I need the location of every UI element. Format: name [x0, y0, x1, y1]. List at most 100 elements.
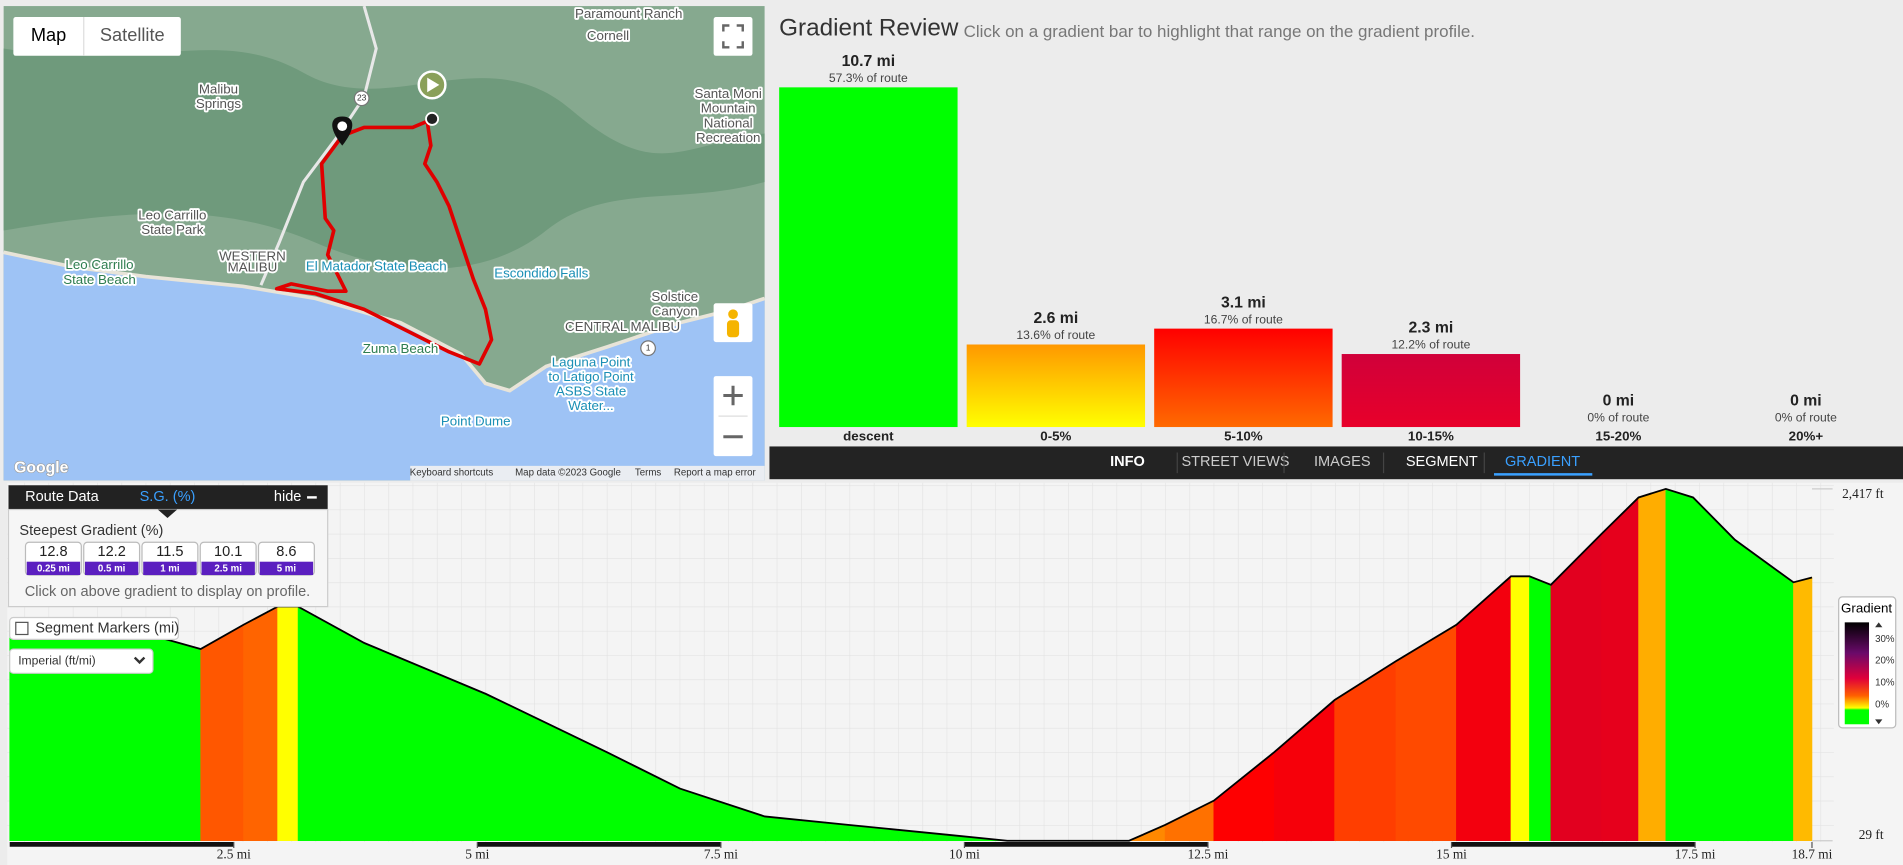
bar-share-label: 12.2% of route: [1391, 338, 1470, 352]
map-label: Water...: [568, 398, 613, 413]
gradient-value: 10.1: [214, 544, 242, 560]
play-icon: [427, 77, 440, 93]
map-footer-link[interactable]: Keyboard shortcuts: [410, 468, 494, 479]
bar-value-label: 3.1 mi: [1221, 294, 1266, 311]
map-label: National: [704, 115, 753, 130]
tab[interactable]: IMAGES: [1314, 454, 1371, 470]
legend-labels: 30% 20% 10% 0%: [1875, 634, 1895, 711]
bar-share-label: 0% of route: [1775, 411, 1837, 425]
checkbox-label: Segment Markers (mi): [35, 620, 179, 636]
panel-heading: Steepest Gradient (%): [19, 523, 163, 539]
tab[interactable]: GRADIENT: [1505, 454, 1580, 470]
map-label: Escondido Falls: [494, 266, 588, 281]
bar-category: descent: [843, 428, 894, 443]
checkbox-wrap: [9, 616, 180, 640]
map-label: CENTRAL MALIBU: [565, 319, 680, 334]
map-label: Santa Moni: [694, 86, 761, 101]
map-footer-link[interactable]: Map data ©2023 Google: [515, 468, 621, 479]
profile-segment[interactable]: [1550, 533, 1602, 842]
legend-label: 0%: [1875, 699, 1889, 710]
route-shield: [640, 340, 656, 357]
map-label: El Matador State Beach: [306, 258, 447, 273]
profile-segment[interactable]: [243, 606, 278, 842]
start-pin-dot: [337, 121, 348, 132]
gradient-bar[interactable]: [1154, 328, 1333, 428]
bar-value-label: 2.3 mi: [1409, 320, 1454, 337]
profile-segment[interactable]: [277, 606, 299, 842]
bar-share-label: 0% of route: [1587, 411, 1649, 425]
profile-segment[interactable]: [1665, 488, 1694, 842]
legend-label: 20%: [1875, 656, 1895, 667]
x-tick-label: 12.5 mi: [1188, 846, 1229, 861]
gradient-distance: 1 mi: [160, 564, 179, 575]
map-label: Mountain: [701, 101, 756, 116]
profile-segment[interactable]: [297, 606, 365, 842]
y-tick-label: 2,417 ft: [1842, 486, 1884, 501]
map-ocean: [3, 252, 765, 481]
tab[interactable]: STREET VIEWS: [1181, 454, 1289, 470]
panel-header: [8, 485, 328, 510]
pegman-body: [726, 320, 740, 338]
tab[interactable]: SEGMENT: [1406, 454, 1478, 470]
route-shield-label: 1: [646, 342, 651, 352]
map-label: Cornell: [587, 28, 629, 43]
gradient-distance: 0.5 mi: [98, 564, 125, 575]
elevation-profile: 2.5 mi 5 mi 7.5 mi 10 mi 12.5 mi 15 mi 17.5 mi…: [9, 486, 1884, 861]
profile-segment[interactable]: [200, 624, 244, 842]
profile-segment[interactable]: [157, 636, 201, 842]
profile-segment[interactable]: [1510, 575, 1530, 842]
units-select[interactable]: [9, 648, 154, 674]
profile-segment[interactable]: [1601, 496, 1639, 842]
map-label: Malibu: [199, 81, 238, 96]
profile-segment[interactable]: [1692, 496, 1736, 842]
gradient-box-strip: [259, 561, 314, 576]
map-label: Point Dume: [441, 414, 511, 429]
bar-share-label: 57.3% of route: [829, 71, 908, 85]
map-footer-link[interactable]: Report a map error: [674, 468, 757, 479]
legend-title: Gradient: [1841, 601, 1892, 616]
map-button[interactable]: Map: [31, 25, 66, 45]
gradient-value: 12.2: [97, 544, 125, 560]
bar-share-label: 13.6% of route: [1016, 328, 1095, 342]
route-data-tab[interactable]: Route Data: [25, 489, 100, 505]
hide-button[interactable]: hide: [274, 489, 302, 505]
map-label: MALIBU: [228, 260, 278, 275]
satellite-button[interactable]: Satellite: [100, 25, 165, 45]
gradient-bar[interactable]: [1341, 354, 1521, 428]
pegman-head: [728, 309, 738, 320]
map-label: Leo Carrillo: [138, 207, 206, 222]
gradient-bar[interactable]: [779, 87, 958, 428]
fullscreen-button[interactable]: [713, 16, 753, 56]
map-footer-link[interactable]: Terms: [635, 468, 662, 479]
map-ridges: [3, 48, 765, 269]
x-tick-label: 15 mi: [1436, 846, 1467, 861]
gradient-distance: 2.5 mi: [214, 564, 241, 575]
bar-share-label: 16.7% of route: [1204, 312, 1283, 326]
map-label: Springs: [196, 96, 242, 111]
tab[interactable]: INFO: [1110, 454, 1145, 470]
google-logo: Google: [14, 459, 69, 476]
bar-value-label: 0 mi: [1603, 393, 1635, 410]
profile-segment[interactable]: [1395, 624, 1457, 842]
map-coast-road: [3, 250, 766, 393]
map-label: Paramount Ranch: [575, 6, 682, 21]
gradient-distance: 5 mi: [277, 564, 296, 575]
panel-subtitle: Click on a gradient bar to highlight tha…: [964, 22, 1475, 41]
map-label: State Park: [141, 222, 204, 237]
profile-segment[interactable]: [1793, 577, 1813, 842]
profile-segment[interactable]: [1529, 575, 1552, 842]
gradient-bar[interactable]: [966, 344, 1146, 428]
map-label: ASBS State: [556, 383, 626, 398]
checkbox[interactable]: [15, 621, 29, 636]
tabs: INFO STREET VIEWS IMAGES SEGMENT GRADIENT: [1110, 452, 1593, 476]
profile-segment[interactable]: [1638, 488, 1667, 842]
zoom-in[interactable]: [723, 385, 743, 406]
profile-segment[interactable]: [1734, 539, 1794, 842]
map-label: Laguna Point: [552, 354, 631, 369]
gradient-box-strip: [201, 561, 255, 576]
sg-tab[interactable]: S.G. (%): [140, 489, 196, 505]
map[interactable]: Map Satellite Google Paramount Ranch Corn…: [3, 4, 766, 481]
